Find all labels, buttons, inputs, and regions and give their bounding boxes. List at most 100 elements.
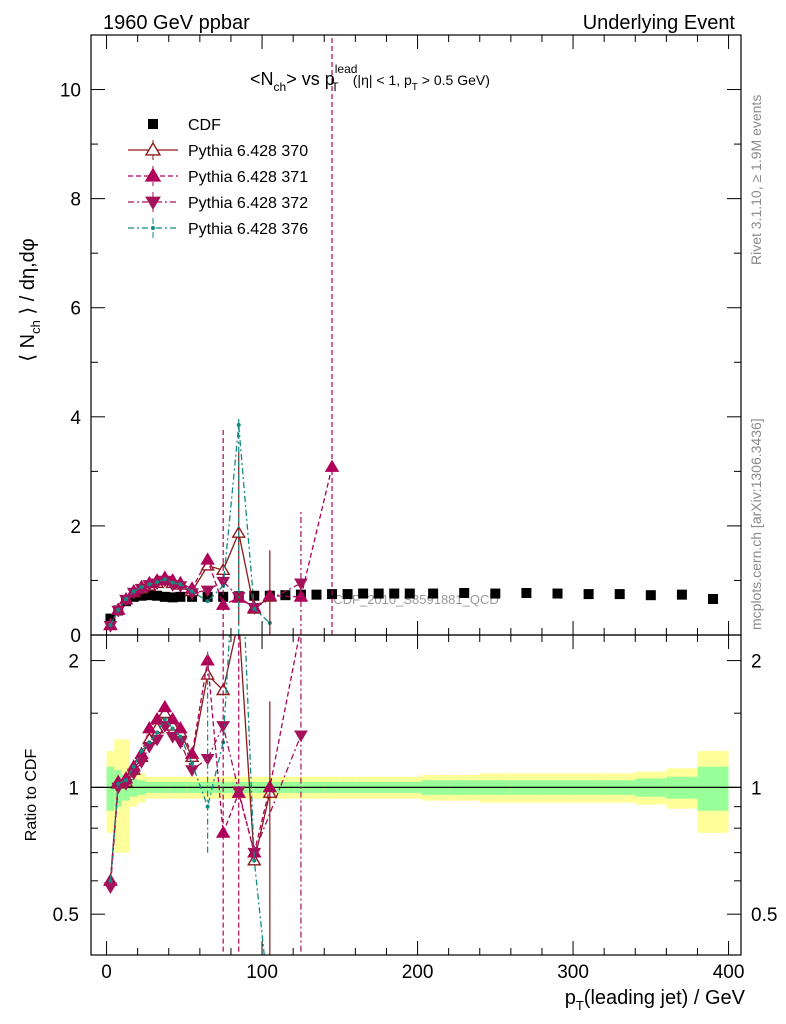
data-point-pythia-6-428-376 — [131, 589, 136, 594]
main-ytick-label: 8 — [70, 190, 81, 211]
data-point-cdf — [389, 588, 400, 599]
main-ytick-label: 4 — [70, 408, 81, 429]
ratio-point-pythia-6-428-376 — [252, 858, 257, 863]
rivet-label: Rivet 3.1.10, ≥ 1.9M events — [748, 95, 764, 265]
data-point-cdf — [459, 588, 470, 598]
legend-label: Pythia 6.428 376 — [188, 221, 308, 238]
main-xticks — [106, 35, 730, 635]
data-point-pythia-6-428-376 — [147, 582, 152, 587]
data-point-pythia-6-428-376 — [205, 599, 210, 604]
ratio-point-pythia-6-428-376 — [116, 781, 121, 786]
data-point-cdf — [614, 589, 625, 600]
ratio-point-pythia-6-428-371 — [173, 721, 188, 734]
data-point-pythia-6-428-372 — [134, 583, 149, 596]
data-point-cdf — [144, 590, 155, 601]
data-point-cdf — [358, 588, 369, 599]
ratio-point-pythia-6-428-376 — [123, 778, 128, 783]
title-cut-end: > 0.5 GeV) — [418, 72, 490, 88]
ratio-ylabel: Ratio to CDF — [23, 749, 40, 842]
data-point-cdf — [373, 588, 384, 599]
ratio-line-pythia-6-428-376 — [109, 635, 265, 955]
ratio-xtick-label: 300 — [557, 962, 589, 983]
ratio-ytick-label-right: 1 — [751, 778, 762, 799]
series-pythia-6-428-370 — [103, 525, 278, 631]
main-ylabel-end: ⟩ / dη,dφ — [17, 238, 39, 320]
ratio-ytick-label: 1 — [68, 778, 79, 799]
ratio-point-pythia-6-428-371 — [165, 712, 180, 725]
xlabel-end: (leading jet) / GeV — [584, 987, 746, 1009]
data-point-cdf — [428, 588, 439, 599]
ratio-yticks: 0.5 0.5 1 1 2 2 — [53, 652, 778, 927]
ratio-ytick-label: 0.5 — [53, 905, 79, 926]
data-point-cdf — [708, 594, 719, 604]
ratio-panel: 0.5 0.5 1 1 2 2 0 100 200 300 400 Ratio to CDF pT… — [23, 634, 778, 1013]
main-series-layer — [103, 35, 719, 635]
data-point-cdf — [676, 589, 687, 600]
ratio-ytick-label: 2 — [68, 652, 79, 673]
ratio-xtick-label: 400 — [713, 962, 745, 983]
ratio-point-pythia-6-428-372 — [103, 882, 118, 895]
data-point-pythia-6-428-376 — [108, 623, 113, 628]
data-point-pythia-6-428-372 — [200, 585, 215, 598]
ratio-bands — [106, 739, 729, 853]
ratio-xtick-label: 0 — [101, 962, 112, 983]
mcplots-label: mcplots.cern.ch [arXiv:1306.3436] — [748, 418, 764, 630]
main-ylabel-sub: ch — [28, 320, 43, 334]
ratio-line-pythia-6-428-372 — [109, 723, 302, 888]
data-point-cdf — [342, 589, 353, 600]
ratio-point-pythia-6-428-372 — [134, 757, 149, 769]
data-point-pythia-6-428-376 — [178, 582, 183, 587]
data-point-pythia-6-428-376 — [155, 580, 160, 585]
ratio-point-pythia-6-428-372 — [150, 734, 164, 747]
main-ytick-label: 6 — [70, 299, 81, 320]
series-pythia-6-428-372 — [103, 575, 308, 633]
ratio-point-pythia-6-428-376 — [178, 734, 183, 739]
title-part-1: <N — [250, 69, 274, 89]
legend-label: CDF — [188, 117, 221, 134]
ratio-ytick-label-right: 0.5 — [751, 905, 777, 926]
series-line-pythia-6-428-370 — [109, 530, 271, 626]
main-ytick-label: 0 — [70, 626, 81, 647]
title-sub-2: T — [331, 80, 339, 94]
data-point-pythia-6-428-376 — [190, 589, 195, 594]
ratio-point-pythia-6-428-376 — [139, 748, 144, 753]
ratio-point-pythia-6-428-376 — [131, 764, 136, 769]
legend-marker — [148, 119, 158, 129]
data-point-pythia-6-428-376 — [116, 607, 121, 612]
uncertainty-band-inner — [106, 766, 115, 811]
data-point-cdf — [152, 590, 163, 601]
data-point-cdf — [490, 588, 501, 599]
ratio-series-layer — [103, 635, 308, 1010]
xlabel: pT(leading jet) / GeV — [565, 987, 746, 1013]
ratio-point-pythia-6-428-371 — [184, 746, 200, 759]
data-point-pythia-6-428-376 — [170, 580, 175, 585]
legend-marker — [144, 167, 162, 182]
ratio-series-pythia-6-428-372 — [103, 721, 308, 895]
main-ylabel-start: ⟨ N — [17, 334, 39, 362]
ratio-xtick-label: 200 — [402, 962, 434, 983]
ratio-point-pythia-6-428-371 — [142, 721, 157, 734]
data-point-cdf — [280, 590, 291, 601]
legend: CDF Pythia 6.428 370 Pythia 6.428 371 Pythi… — [128, 117, 308, 238]
data-point-cdf — [645, 590, 656, 601]
title-cut: (|η| < 1, p — [353, 72, 412, 88]
data-point-cdf — [159, 591, 170, 602]
legend-label: Pythia 6.428 371 — [188, 169, 308, 186]
data-point-cdf — [404, 588, 415, 599]
ratio-frame — [90, 634, 742, 956]
main-ytick-label: 10 — [60, 81, 81, 102]
ratio-ytick-label-right: 2 — [751, 652, 762, 673]
header-right: Underlying Event — [583, 12, 736, 34]
ratio-point-pythia-6-428-376 — [268, 1006, 272, 1010]
ratio-point-pythia-6-428-376 — [170, 726, 175, 731]
title-sup: lead — [335, 62, 358, 76]
ratio-xtick-label: 100 — [246, 962, 278, 983]
ratio-series-clipped — [103, 635, 308, 1010]
data-point-cdf — [521, 588, 532, 598]
main-ytick-label: 2 — [70, 517, 81, 538]
series-line-pythia-6-428-376 — [109, 424, 271, 626]
data-point-pythia-6-428-376 — [123, 597, 128, 601]
xlabel-start: p — [565, 987, 576, 1009]
data-point-cdf — [167, 592, 178, 603]
